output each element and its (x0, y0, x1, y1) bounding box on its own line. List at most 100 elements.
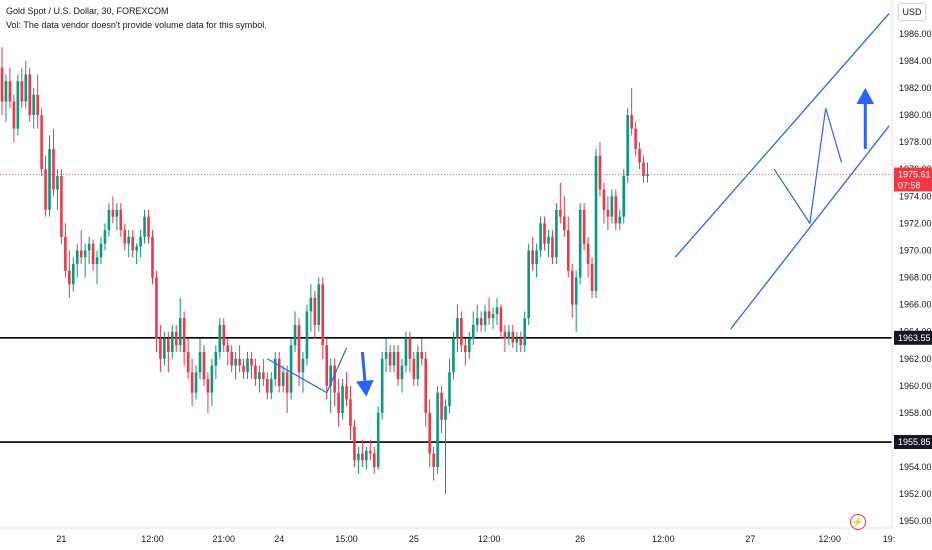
candle-body (626, 115, 629, 176)
candle-body (60, 176, 63, 237)
candle-body (52, 148, 55, 190)
candle-body (444, 406, 447, 420)
price-tick-label: 1960.00 (899, 381, 932, 391)
currency-button[interactable]: USD (898, 3, 926, 21)
countdown-label: 07:58 (898, 181, 921, 191)
candle-body (638, 148, 641, 163)
candle-body (218, 324, 222, 352)
price-tick-label: 1958.00 (899, 408, 932, 418)
time-tick-label: 12:00 (478, 534, 501, 544)
candle-body (222, 324, 226, 346)
candle-body (56, 176, 59, 190)
candle-body (95, 257, 99, 264)
current-price-tag (894, 167, 932, 192)
candle-body (115, 209, 119, 217)
candle-body (325, 345, 329, 386)
candle-body (380, 358, 384, 413)
candle-body (412, 358, 416, 380)
candle-body (44, 169, 47, 210)
candle-body (365, 450, 368, 461)
candle-body (242, 365, 245, 373)
symbol-title[interactable]: Gold Spot / U.S. Dollar, 30, FOREXCOM (6, 6, 169, 16)
candle-body (432, 453, 435, 468)
candle-body (452, 338, 455, 373)
candle-body (167, 338, 170, 352)
time-tick-label: 21:00 (212, 534, 235, 544)
candle-body (559, 209, 562, 217)
price-tick-label: 1962.00 (899, 354, 932, 364)
candle-body (254, 365, 257, 380)
candle-body (420, 352, 424, 359)
level-price-tag (894, 330, 932, 345)
candle-body (28, 74, 32, 116)
candle-body (416, 352, 420, 380)
candle-body (436, 392, 439, 468)
candle-body (0, 67, 4, 102)
candle-body (440, 392, 443, 420)
candle-body (16, 81, 20, 129)
candle-body (574, 277, 578, 305)
candle-body (491, 314, 495, 319)
candle-layer (0, 47, 649, 495)
candle-body (523, 318, 527, 346)
candle-body (606, 209, 610, 217)
candle-body (499, 307, 503, 332)
candle-body (266, 379, 269, 393)
candle-body (79, 250, 83, 258)
candle-body (345, 385, 348, 400)
candle-body (151, 236, 154, 278)
candle-body (24, 74, 28, 102)
candle-body (551, 236, 554, 258)
time-tick-label: 12:00 (818, 534, 841, 544)
candle-body (622, 176, 626, 217)
time-tick-label: 12:00 (141, 534, 164, 544)
candle-body (210, 365, 214, 393)
candle-body (111, 209, 115, 217)
candle-body (194, 372, 198, 393)
candle-body (495, 307, 499, 315)
candle-body (309, 297, 313, 312)
time-tick-label: 27 (745, 534, 755, 544)
candle-body (139, 236, 142, 247)
candle-body (519, 338, 523, 346)
lightning-icon[interactable]: ⚡ (850, 514, 866, 530)
price-tick-label: 1972.00 (899, 218, 932, 228)
candle-body (174, 331, 178, 346)
time-tick-label: 21 (56, 534, 66, 544)
candle-body (594, 155, 598, 292)
time-tick-label: 12:00 (652, 534, 675, 544)
candle-body (147, 216, 150, 237)
candle-body (475, 318, 479, 325)
candle-body (143, 216, 146, 237)
candle-body (202, 352, 206, 380)
candle-body (99, 243, 103, 258)
candle-body (448, 372, 451, 407)
candle-body (368, 450, 372, 454)
candle-body (273, 358, 277, 380)
candle-body (182, 318, 186, 352)
candle-body (214, 352, 218, 366)
chart-legend: Gold Spot / U.S. Dollar, 30, FOREXCOM Vo… (6, 4, 267, 32)
candle-body (582, 209, 586, 244)
candle-body (12, 101, 16, 129)
price-tick-label: 1966.00 (899, 300, 932, 310)
candle-body (586, 243, 590, 264)
candle-body (234, 358, 237, 366)
candle-body (384, 352, 388, 359)
arrow-shaft (360, 351, 367, 381)
candle-body (570, 270, 574, 305)
candle-body (246, 358, 249, 373)
candle-body (376, 412, 380, 468)
candle-body (258, 372, 261, 380)
candle-body (539, 223, 542, 251)
candle-body (424, 358, 428, 413)
candle-body (507, 331, 511, 339)
candle-body (483, 311, 487, 325)
drawing-layer (267, 13, 890, 397)
candle-body (479, 318, 483, 325)
candle-body (297, 324, 301, 373)
candle-body (4, 81, 8, 102)
candle-body (159, 338, 162, 359)
